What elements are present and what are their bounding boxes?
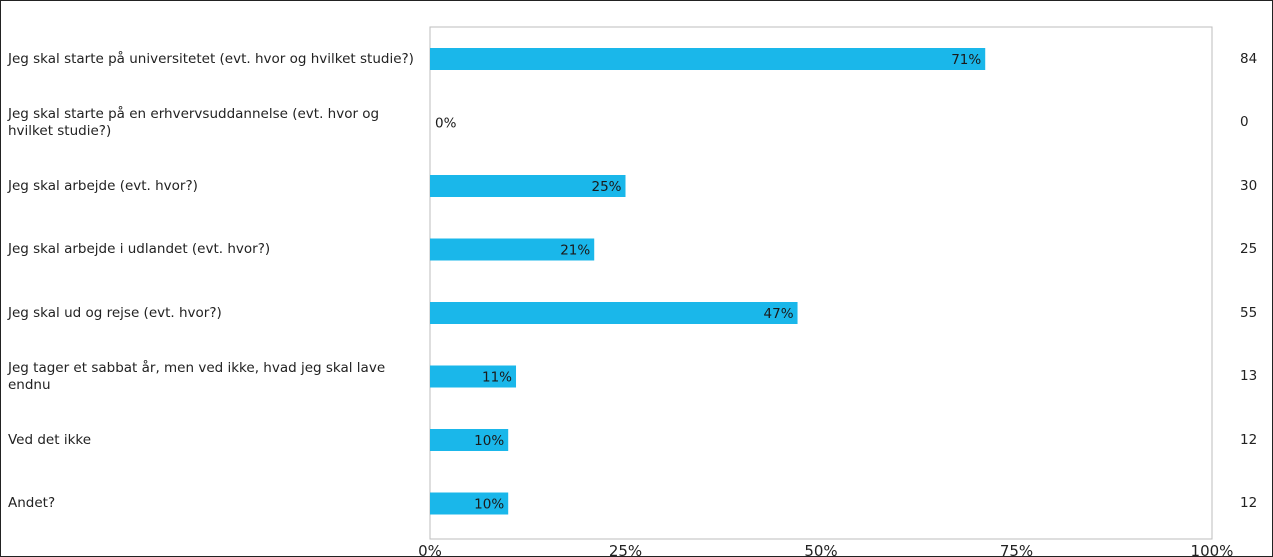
bar: [430, 365, 517, 388]
category-label: Jeg skal starte på universitetet (evt. h…: [8, 50, 414, 67]
category-label: Andet?: [8, 495, 56, 511]
value-label: 10%: [474, 497, 504, 513]
bar: [430, 492, 509, 515]
plot-area: [429, 26, 1213, 540]
category-label: Jeg skal ud og rejse (evt. hvor?): [8, 304, 222, 321]
value-label: 47%: [764, 306, 794, 322]
bar: [430, 238, 595, 261]
count-label: 12: [1240, 431, 1258, 448]
bar: [430, 175, 626, 197]
x-tick-label: 50%: [804, 542, 837, 557]
bar: [430, 429, 509, 451]
value-label: 21%: [560, 243, 590, 259]
x-tick-label: 25%: [609, 542, 642, 557]
value-label: 71%: [951, 52, 981, 68]
count-label: 55: [1240, 304, 1258, 321]
count-label: 30: [1240, 177, 1258, 194]
count-label: 12: [1240, 495, 1258, 511]
count-label: 0: [1240, 114, 1249, 130]
category-label: Jeg skal arbejde (evt. hvor?): [8, 177, 198, 194]
count-label: 25: [1240, 241, 1258, 257]
count-label: 13: [1240, 368, 1258, 384]
category-label: Jeg skal arbejde i udlandet (evt. hvor?): [8, 241, 271, 257]
bar: [430, 48, 986, 70]
x-tick-label: 0%: [418, 542, 442, 557]
count-label: 84: [1240, 50, 1258, 67]
category-label: Jeg tager et sabbat år, men ved ikke, hv…: [8, 359, 386, 393]
value-label: 25%: [591, 179, 621, 195]
value-label: 11%: [482, 370, 512, 386]
x-tick-label: 100%: [1191, 542, 1234, 557]
category-label: Ved det ikke: [8, 431, 92, 448]
value-label: 10%: [474, 433, 504, 449]
category-label: Jeg skal starte på en erhvervsuddannelse…: [8, 105, 380, 139]
value-label: 0%: [435, 116, 457, 132]
bar: [430, 302, 798, 324]
x-tick-label: 75%: [1000, 542, 1033, 557]
